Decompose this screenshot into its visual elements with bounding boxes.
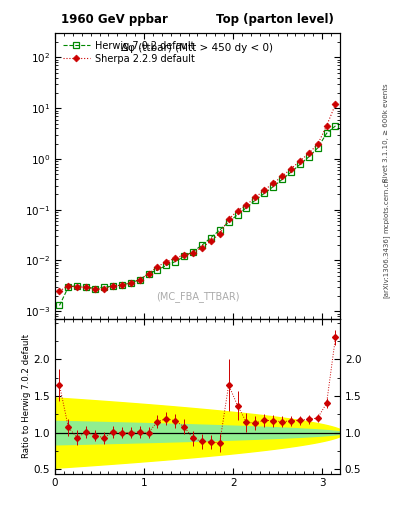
Herwig 7.0.2 default [164,262,169,268]
Sherpa 2.2.9 default [75,284,80,290]
Sherpa 2.2.9 default [102,286,107,292]
Sherpa 2.2.9 default [208,238,213,244]
Sherpa 2.2.9 default [307,150,311,156]
Sherpa 2.2.9 default [288,166,293,172]
Herwig 7.0.2 default [262,190,266,197]
Sherpa 2.2.9 default [271,180,275,186]
Herwig 7.0.2 default [271,184,275,190]
Text: Rivet 3.1.10, ≥ 600k events: Rivet 3.1.10, ≥ 600k events [383,84,389,182]
Herwig 7.0.2 default [173,259,178,265]
Text: 1960 GeV ppbar: 1960 GeV ppbar [61,13,167,26]
Text: [arXiv:1306.3436]: [arXiv:1306.3436] [382,234,389,298]
Sherpa 2.2.9 default [262,187,266,193]
Sherpa 2.2.9 default [244,202,249,208]
Herwig 7.0.2 default [102,284,107,290]
Herwig 7.0.2 default [129,280,133,286]
Herwig 7.0.2 default [84,284,88,290]
Sherpa 2.2.9 default [280,173,285,179]
Herwig 7.0.2 default [57,303,62,309]
Herwig 7.0.2 default [137,276,142,283]
Sherpa 2.2.9 default [110,283,115,289]
Herwig 7.0.2 default [217,227,222,233]
Sherpa 2.2.9 default [137,276,142,283]
Y-axis label: Ratio to Herwig 7.0.2 default: Ratio to Herwig 7.0.2 default [22,334,31,458]
Sherpa 2.2.9 default [253,195,258,201]
Sherpa 2.2.9 default [57,288,62,294]
Sherpa 2.2.9 default [217,230,222,237]
Sherpa 2.2.9 default [164,259,169,265]
Herwig 7.0.2 default [75,283,80,289]
Herwig 7.0.2 default [146,271,151,277]
Legend: Herwig 7.0.2 default, Sherpa 2.2.9 default: Herwig 7.0.2 default, Sherpa 2.2.9 defau… [60,38,198,67]
Sherpa 2.2.9 default [315,141,320,147]
Text: Top (parton level): Top (parton level) [217,13,334,26]
Line: Herwig 7.0.2 default: Herwig 7.0.2 default [56,123,339,309]
Herwig 7.0.2 default [66,284,71,290]
Herwig 7.0.2 default [208,234,213,241]
Herwig 7.0.2 default [235,211,240,218]
Sherpa 2.2.9 default [155,264,160,270]
Herwig 7.0.2 default [182,253,187,260]
Sherpa 2.2.9 default [129,280,133,286]
Herwig 7.0.2 default [298,161,302,167]
Herwig 7.0.2 default [200,242,204,248]
Sherpa 2.2.9 default [182,251,187,258]
Sherpa 2.2.9 default [119,282,124,288]
Text: (MC_FBA_TTBAR): (MC_FBA_TTBAR) [156,291,239,302]
Sherpa 2.2.9 default [324,123,329,129]
Text: Δφ (ttbar) (Mtt > 450 dy < 0): Δφ (ttbar) (Mtt > 450 dy < 0) [121,44,274,53]
Sherpa 2.2.9 default [333,101,338,108]
Sherpa 2.2.9 default [191,250,195,256]
Herwig 7.0.2 default [307,154,311,160]
Sherpa 2.2.9 default [84,284,88,290]
Sherpa 2.2.9 default [173,255,178,262]
Herwig 7.0.2 default [315,145,320,151]
Sherpa 2.2.9 default [93,286,97,292]
Herwig 7.0.2 default [253,197,258,203]
Herwig 7.0.2 default [110,283,115,289]
Line: Sherpa 2.2.9 default: Sherpa 2.2.9 default [57,102,338,293]
Text: mcplots.cern.ch: mcplots.cern.ch [383,177,389,233]
Herwig 7.0.2 default [119,282,124,288]
Sherpa 2.2.9 default [200,244,204,250]
Herwig 7.0.2 default [155,267,160,273]
Sherpa 2.2.9 default [226,216,231,222]
Herwig 7.0.2 default [191,248,195,254]
Sherpa 2.2.9 default [298,158,302,164]
Herwig 7.0.2 default [93,286,97,292]
Herwig 7.0.2 default [333,123,338,129]
Herwig 7.0.2 default [324,130,329,136]
Herwig 7.0.2 default [226,219,231,225]
Sherpa 2.2.9 default [235,208,240,214]
Sherpa 2.2.9 default [66,283,71,289]
Herwig 7.0.2 default [280,177,285,183]
Herwig 7.0.2 default [288,169,293,175]
Sherpa 2.2.9 default [146,271,151,277]
Herwig 7.0.2 default [244,205,249,211]
